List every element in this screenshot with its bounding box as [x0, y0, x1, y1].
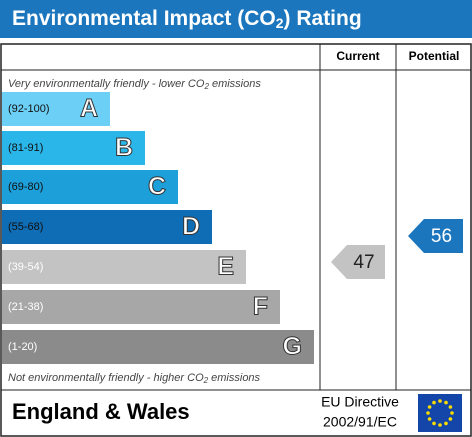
directive: 2002/91/EC: [323, 414, 397, 430]
note-sub: 2: [203, 376, 209, 385]
band-letter: A: [80, 95, 98, 123]
band-letter: B: [115, 134, 133, 162]
band-range: (55-68): [8, 221, 43, 233]
note-text: Not environmentally friendly - higher CO: [8, 372, 204, 384]
eu-star: [444, 400, 448, 405]
band-range: (21-38): [8, 301, 43, 313]
eu-star: [438, 399, 442, 403]
note-sub: 2: [203, 82, 209, 91]
eu-star: [438, 423, 442, 427]
eu-star: [427, 405, 432, 409]
rating-value: 56: [431, 226, 452, 247]
band-bar: [2, 170, 178, 204]
rating-arrow: [408, 219, 463, 253]
title-bar: [0, 0, 472, 38]
band-range: (81-91): [8, 142, 43, 154]
title-text: Environmental Impact (CO: [12, 7, 276, 30]
note-text: Very environmentally friendly - lower CO: [8, 78, 205, 90]
title: Environmental Impact (CO2) Rating: [12, 7, 362, 31]
band-letter: C: [148, 173, 166, 201]
rating-arrow: [331, 245, 385, 279]
band-range: (1-20): [8, 341, 37, 353]
band-bar: [2, 210, 212, 244]
band-bar: [2, 290, 280, 324]
title-text: ) Rating: [284, 7, 362, 30]
directive: EU Directive: [321, 394, 399, 410]
eu-star: [427, 417, 432, 421]
rating-value: 47: [353, 252, 374, 273]
note-text: emissions: [208, 372, 260, 384]
eu-star: [444, 421, 448, 426]
note-text: emissions: [209, 78, 261, 90]
eu-star: [432, 421, 436, 426]
eu-stars: [426, 399, 454, 427]
eu-star: [426, 411, 430, 415]
band-letter: F: [253, 293, 268, 321]
band-range: (39-54): [8, 261, 43, 273]
eu-star: [450, 411, 454, 415]
band-bar: [2, 330, 314, 364]
eu-star: [432, 400, 436, 405]
bottom-note: Not environmentally friendly - higher CO…: [8, 372, 261, 385]
band-range: (69-80): [8, 181, 43, 193]
band-bar: [2, 250, 246, 284]
column-header: Current: [336, 49, 379, 63]
frame: [0, 43, 472, 437]
band-letter: G: [283, 333, 302, 361]
top-note: Very environmentally friendly - lower CO…: [8, 78, 261, 91]
band-bar: [2, 92, 110, 126]
arrows: 47 56: [331, 219, 463, 279]
eu-star: [448, 417, 453, 421]
band-letter: D: [182, 213, 200, 241]
title-sub: 2: [276, 15, 284, 31]
region: England & Wales: [12, 399, 190, 424]
eu-star: [448, 405, 453, 409]
band-range: (92-100): [8, 103, 50, 115]
band-bar: [2, 131, 145, 165]
bands: (92-100) A (81-91) B (69-80) C (55-68) D (39-54)…: [2, 92, 314, 364]
band-letter: E: [217, 253, 234, 281]
column-header: Potential: [409, 49, 460, 63]
